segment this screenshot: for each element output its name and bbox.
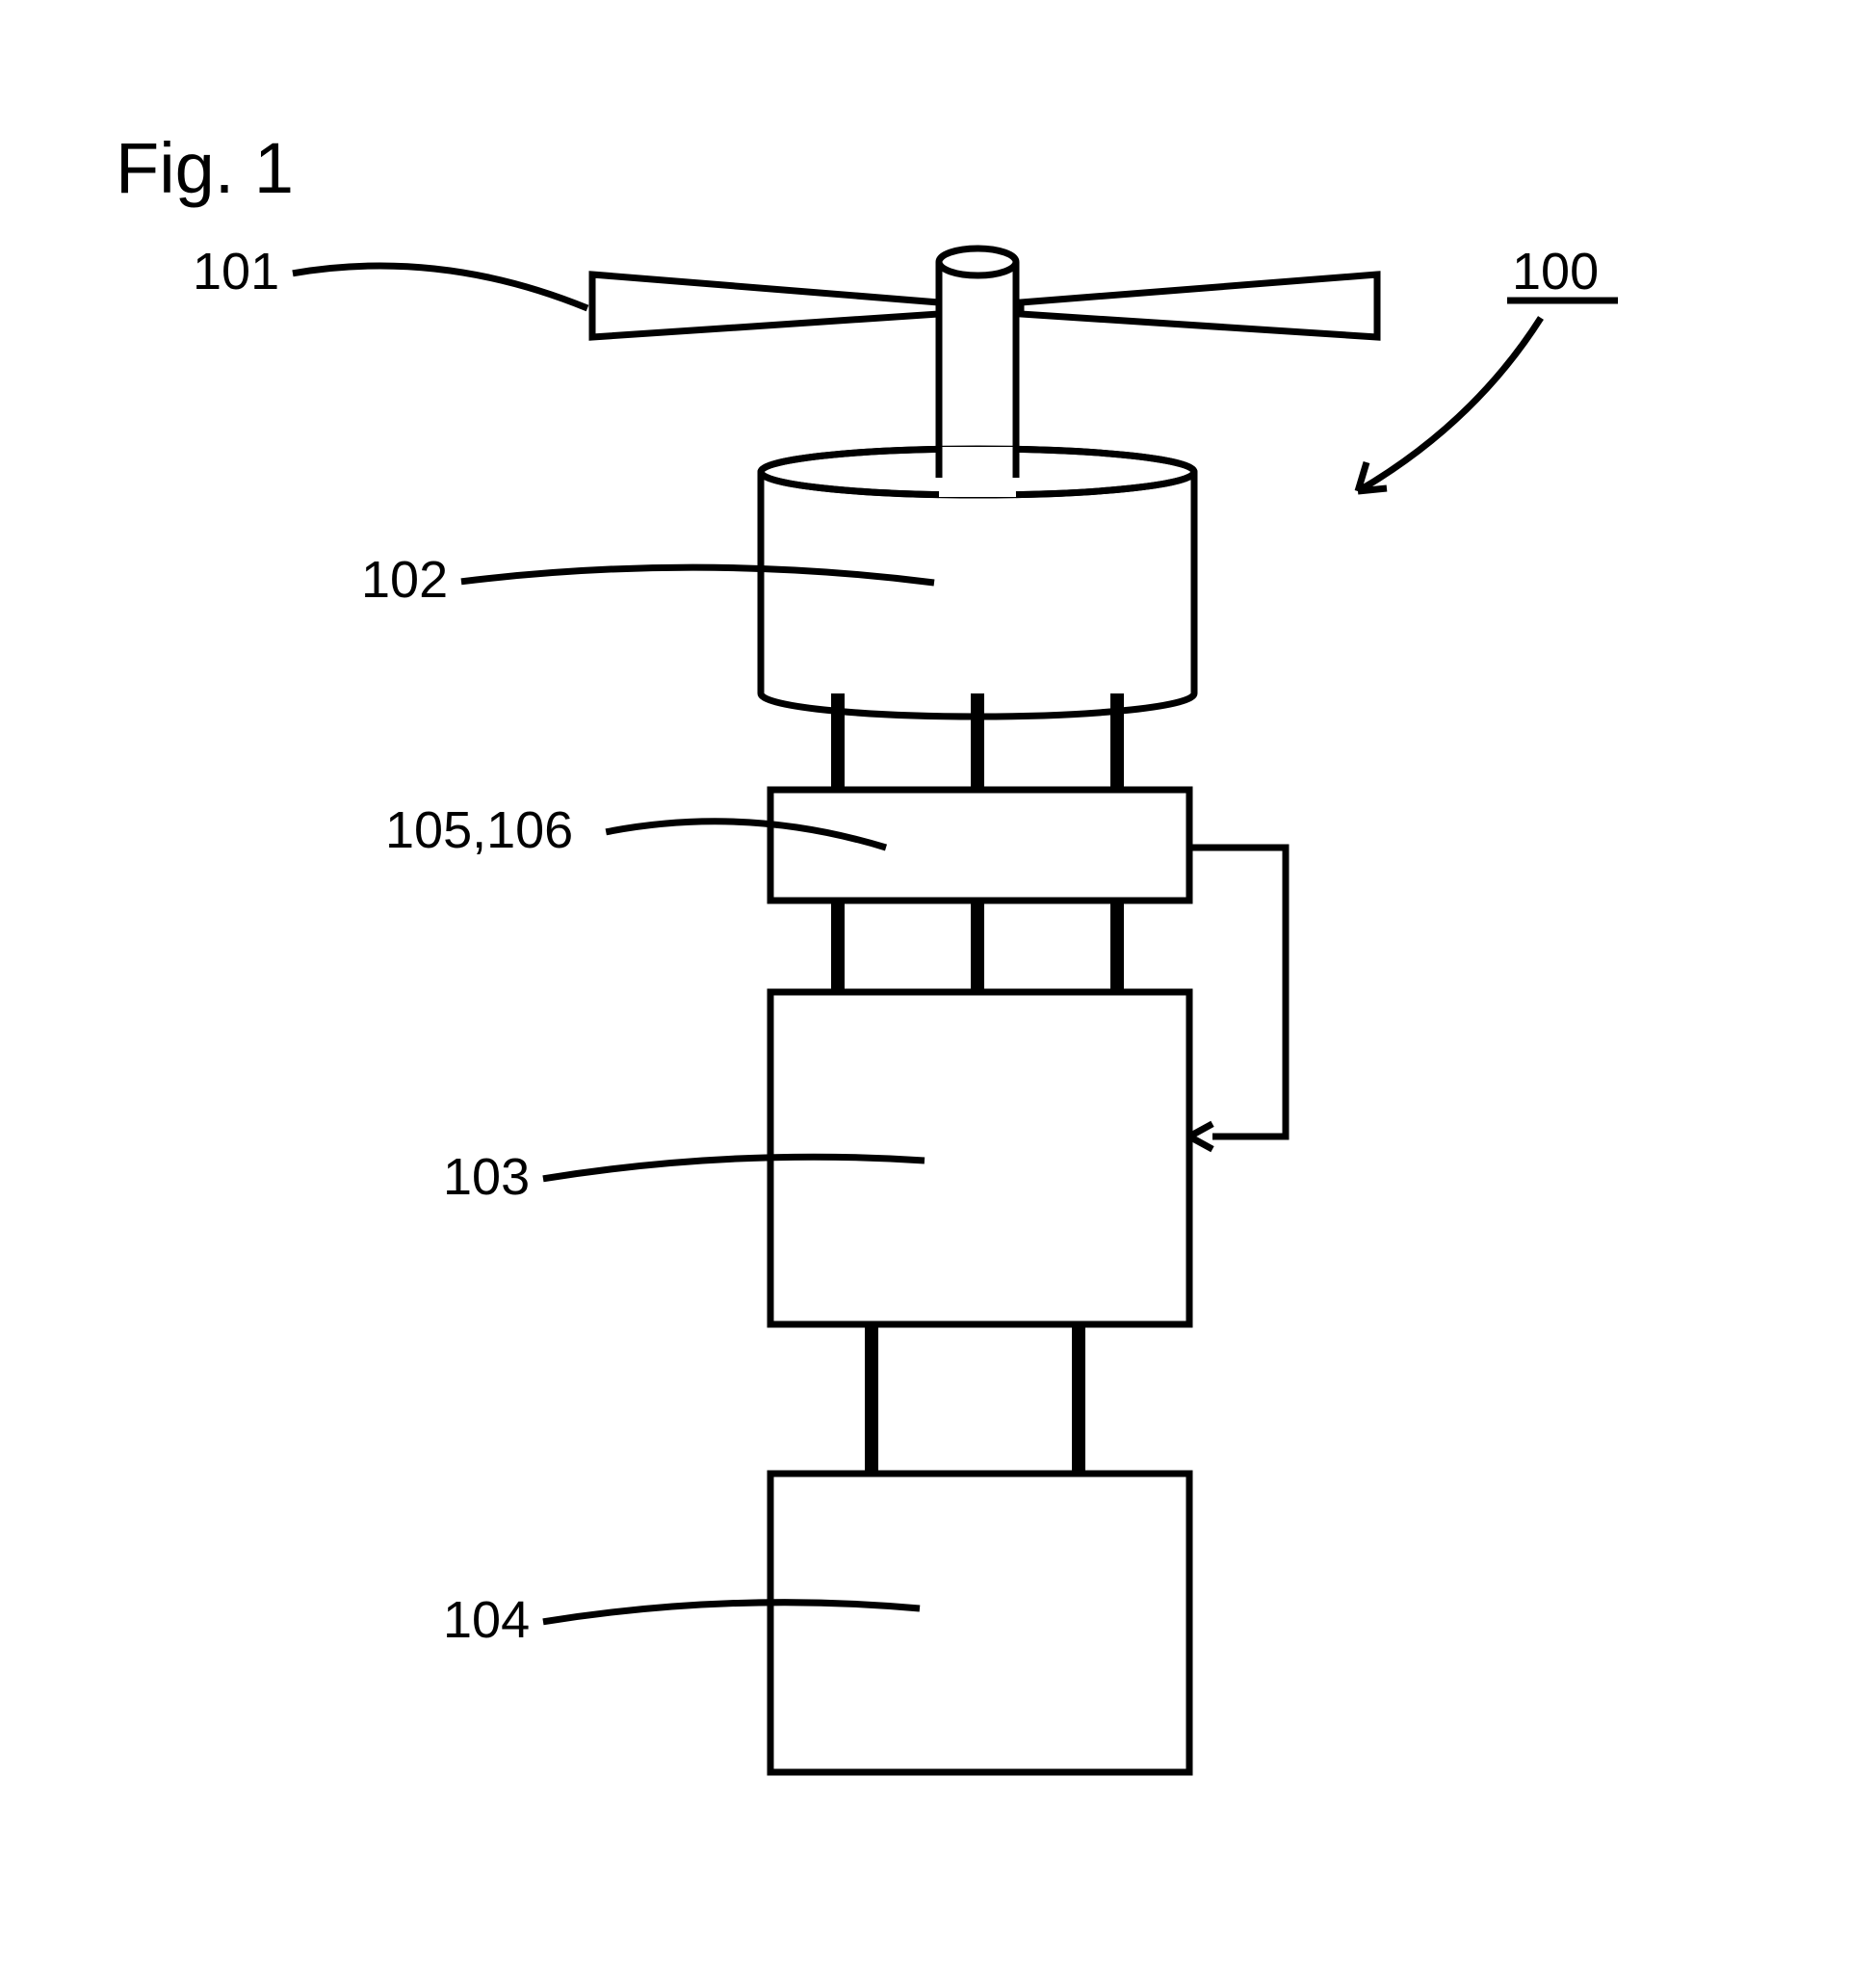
battery-box (770, 1474, 1189, 1772)
motor-top-arc-l1 (761, 449, 939, 472)
feedback-line (1189, 848, 1286, 1137)
feedback-arrowhead (1189, 1124, 1212, 1149)
motor-body (761, 472, 1194, 717)
rotor-blade-left (592, 274, 939, 337)
ref-105-106-label: 105,106 (385, 801, 573, 859)
ref-101-label: 101 (193, 243, 279, 301)
rotor-blade-right (1021, 274, 1377, 337)
ref-101-leader (293, 266, 587, 308)
assembly-ref-label: 100 (1512, 243, 1599, 301)
assembly-pointer-curve (1358, 318, 1541, 491)
figure-title: Fig. 1 (116, 128, 294, 208)
motor-top-arc-r1 (1016, 449, 1194, 472)
sensor-box (770, 790, 1189, 901)
ref-102-label: 102 (361, 551, 448, 609)
shaft-mask (939, 447, 1016, 497)
rotor-shaft-top (939, 248, 1016, 275)
ref-104-label: 104 (443, 1591, 530, 1649)
ref-103-label: 103 (443, 1148, 530, 1206)
rotor-shaft (939, 262, 1016, 472)
